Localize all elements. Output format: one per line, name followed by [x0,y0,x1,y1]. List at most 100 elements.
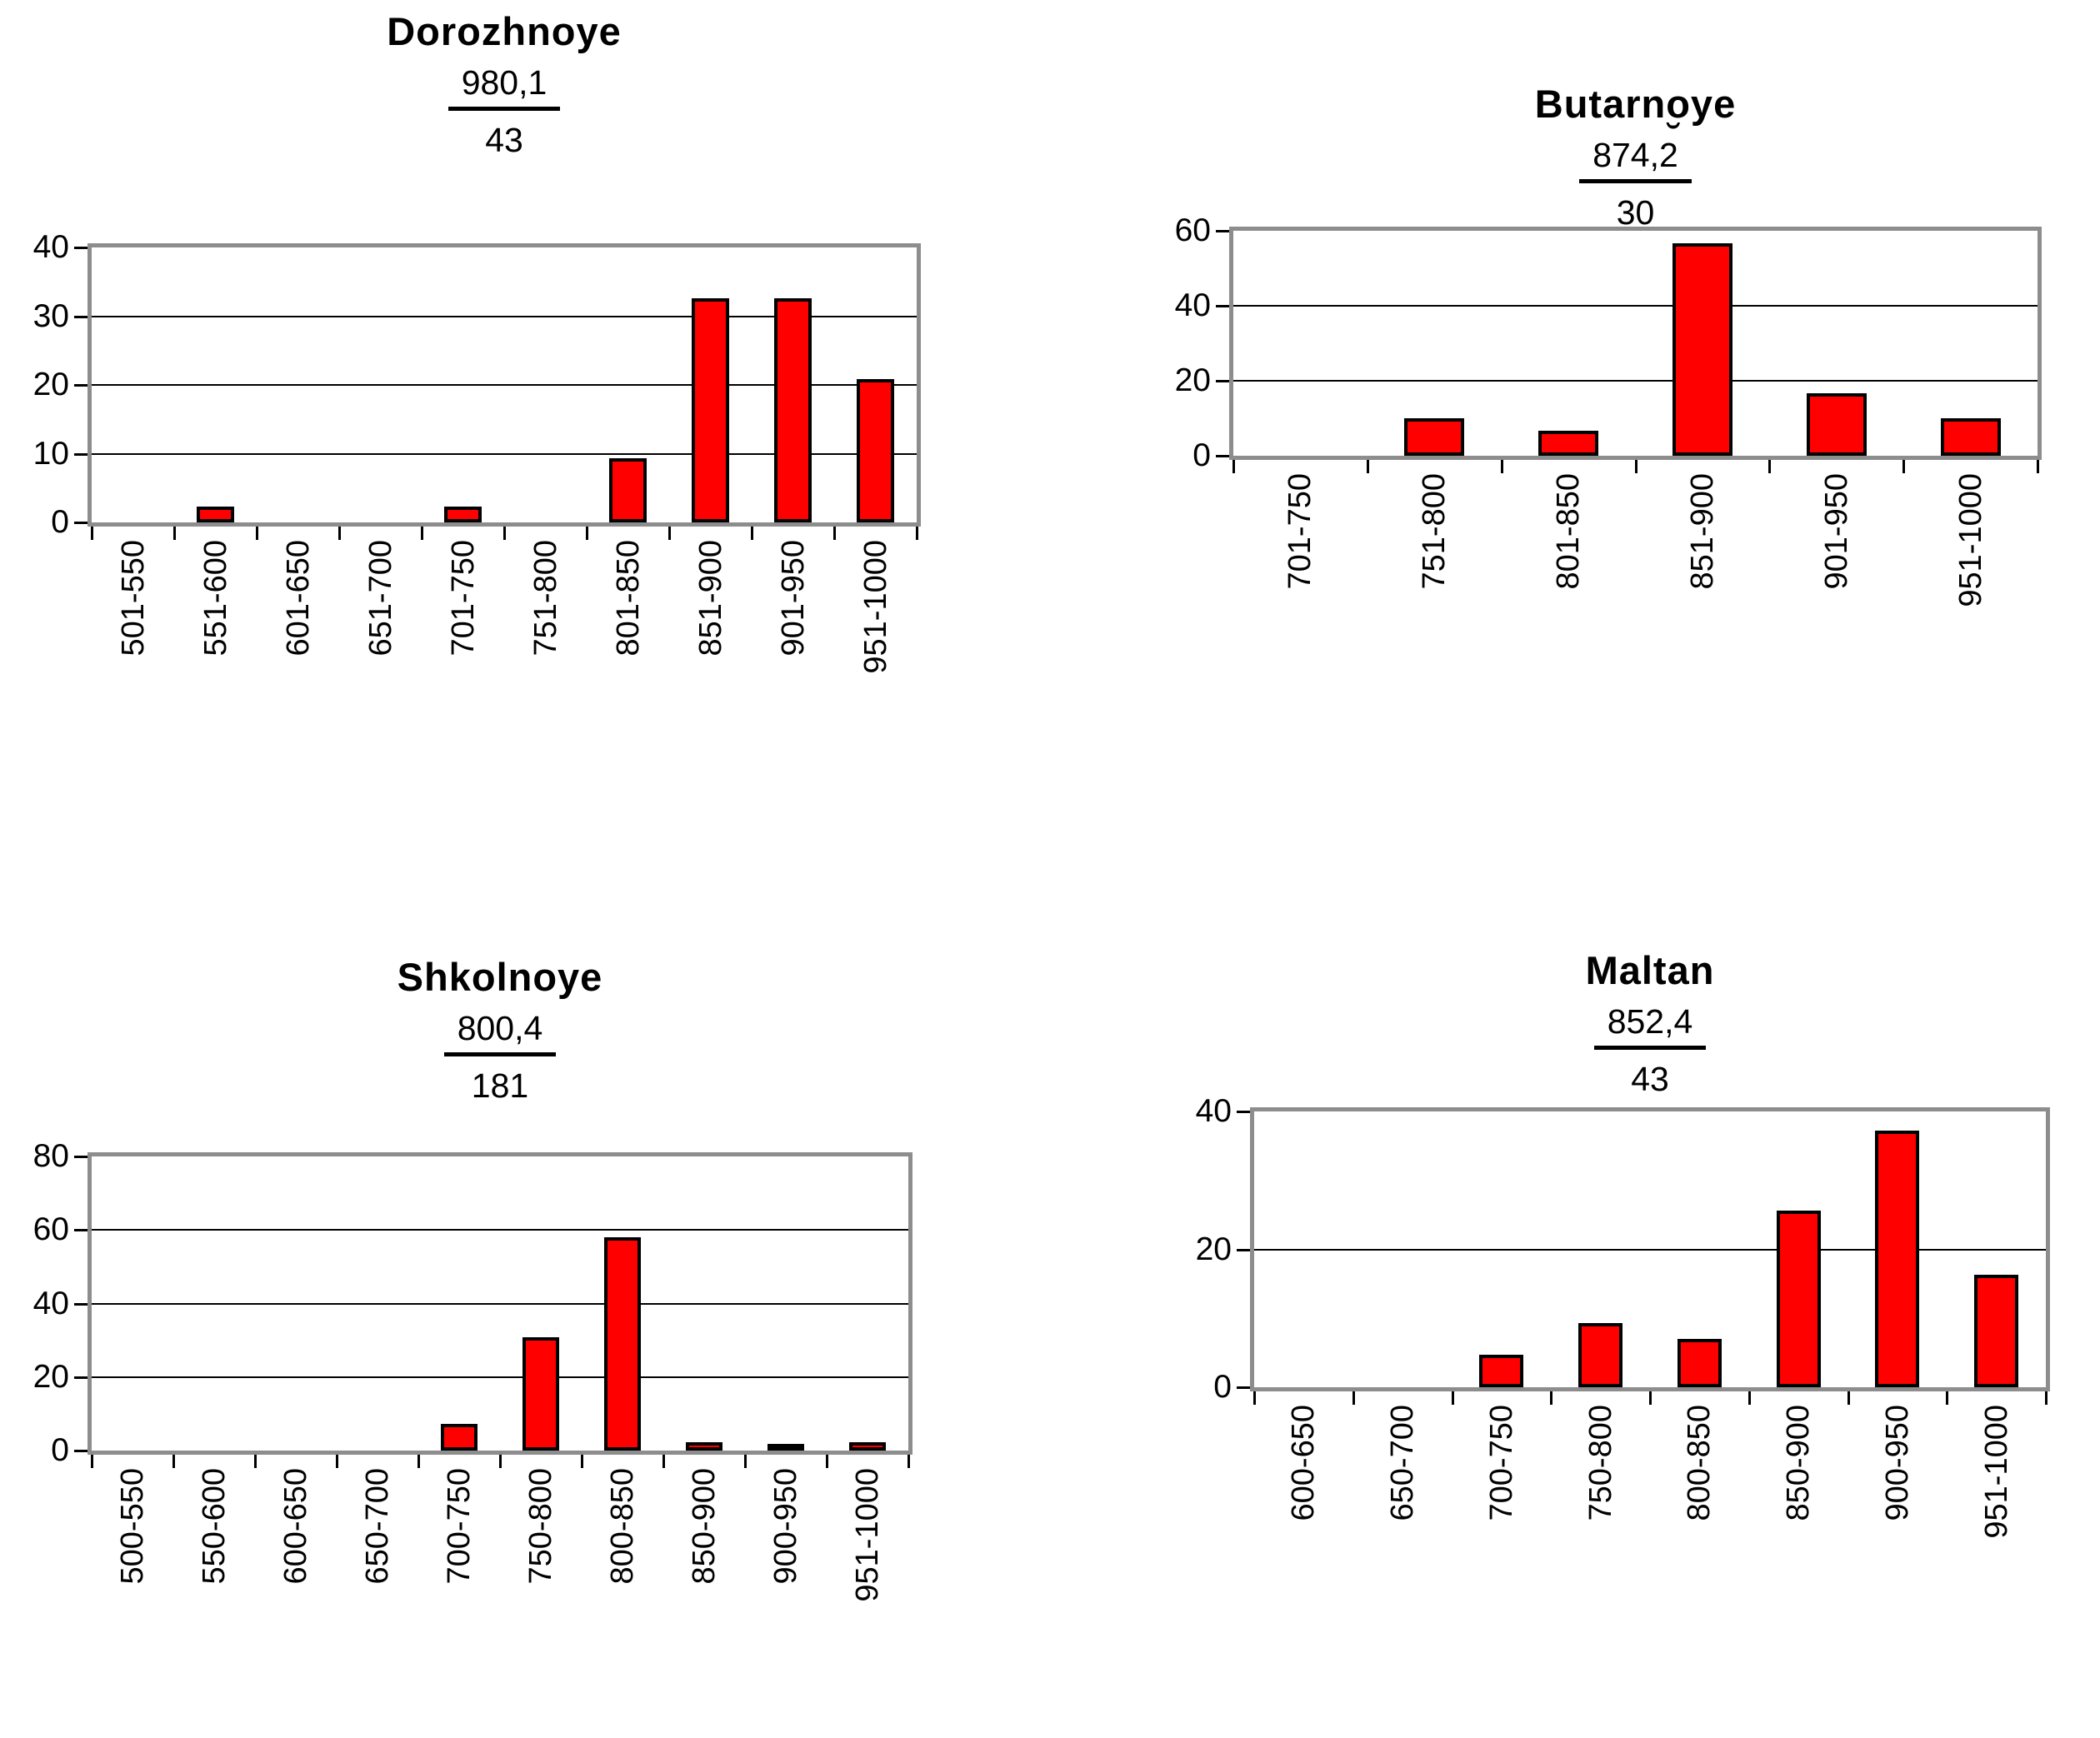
x-axis-label: 601-650 [281,540,316,657]
x-axis-label: 700-750 [1484,1405,1519,1521]
mean-row: 852,4 [1250,1001,2050,1050]
mean-row: 980,1 [88,62,921,111]
x-axis-tick [1253,1391,1256,1405]
sample-count: 30 [1616,193,1655,232]
y-axis-tick [1216,230,1229,232]
plot-area [1250,1107,2050,1391]
y-axis-tick [1237,1249,1250,1251]
x-axis-tick [421,527,423,540]
bar [1678,1339,1722,1387]
chart-header: Shkolnoye 800,4 181 [88,952,912,1106]
y-axis-label: 40 [32,229,69,265]
bar [609,458,647,522]
gridline [92,1376,908,1378]
x-axis-label: 751-800 [1417,473,1452,590]
bar [1777,1211,1821,1387]
gridline [92,1303,908,1305]
x-axis-tick [586,527,588,540]
x-axis-tick [744,1455,747,1468]
chart-butarnoye: Butarnoye 874,2 30 ˘ 0 20 40 60 701-750 751-800 80… [1154,75,2058,743]
y-axis-tick [1216,380,1229,382]
x-axis-tick [91,527,93,540]
x-axis-tick [1946,1391,1948,1405]
x-axis-label: 850-900 [687,1468,722,1585]
x-axis-label: 651-700 [363,540,398,657]
bar [1672,243,1732,456]
gridline [92,316,917,317]
chart-header: Dorozhnoye 980,1 43 [88,7,921,161]
x-axis-tick [1501,460,1503,473]
x-axis-label: 500-550 [115,1468,150,1585]
x-axis-tick [503,527,506,540]
y-axis-label: 10 [32,436,69,472]
chart-shkolnoye: Shkolnoye 800,4 181 0 20 40 60 80 500-550 550-600… [17,952,929,1738]
x-axis-tick [833,527,836,540]
plot-area [88,1152,912,1455]
gridline [1233,380,2038,382]
x-axis-tick [916,527,918,540]
mean-value: 800,4 [443,1007,557,1056]
gridline [1254,1249,2046,1251]
y-axis-label: 20 [1174,362,1211,398]
bar [1807,393,1867,456]
y-axis-label: 60 [1174,212,1211,248]
x-axis-tick [254,1455,257,1468]
title-stray-mark: ˘ [1667,116,1682,162]
y-axis-label: 20 [1195,1231,1232,1267]
x-axis-label: 551-600 [198,540,233,657]
x-axis-label: 701-750 [1282,473,1318,590]
chart-header: Maltan 852,4 43 [1250,946,2050,1100]
y-axis-label: 0 [1213,1369,1232,1405]
chart-title: Dorozhnoye [387,9,622,53]
y-axis-tick [1216,305,1229,307]
y-axis-tick [74,522,88,524]
x-axis-label: 801-850 [611,540,646,657]
x-axis-tick [908,1455,910,1468]
x-axis-tick [668,527,671,540]
y-axis-label: 20 [32,367,69,402]
chart-title: Butarnoye [1534,82,1737,126]
x-axis-label: 800-850 [605,1468,640,1585]
x-axis-label: 951-1000 [858,540,893,674]
mean-value: 980,1 [448,62,561,111]
x-axis-label: 900-950 [768,1468,803,1585]
x-axis-tick [581,1455,583,1468]
x-axis-tick [1367,460,1369,473]
sample-count: 43 [485,121,523,159]
x-axis-tick [1550,1391,1552,1405]
bar [1578,1323,1622,1387]
bar [1974,1275,2018,1387]
y-axis-tick [1216,455,1229,457]
x-axis-tick [1748,1391,1751,1405]
x-axis-label: 801-850 [1551,473,1586,590]
bar [849,1442,886,1451]
sample-count: 43 [1631,1060,1669,1098]
bar [1538,431,1598,456]
bar [197,507,234,522]
x-axis-tick [338,527,341,540]
gridline [92,384,917,386]
y-axis-tick [74,1303,88,1306]
y-axis-label: 0 [51,504,69,540]
y-axis-tick [74,1376,88,1379]
x-axis-label: 700-750 [442,1468,477,1585]
x-axis-label: 901-950 [1819,473,1854,590]
x-axis-label: 600-650 [1286,1405,1321,1521]
x-axis-tick [418,1455,420,1468]
x-axis-label: 800-850 [1682,1405,1717,1521]
chart-header: Butarnoye 874,2 30 ˘ [1229,79,2042,233]
x-axis-tick [1768,460,1771,473]
y-axis-tick [74,1450,88,1452]
gridline [92,1229,908,1231]
x-axis-tick [499,1455,502,1468]
x-axis-tick [1635,460,1638,473]
bar [522,1337,559,1451]
x-axis-tick [826,1455,828,1468]
plot-area [88,243,921,527]
bar [857,379,894,522]
x-axis-label: 750-800 [523,1468,558,1585]
x-axis-label: 550-600 [197,1468,232,1585]
sample-count: 181 [471,1066,529,1105]
x-axis-label: 951-1000 [1953,473,1988,607]
y-axis-tick [74,247,88,249]
